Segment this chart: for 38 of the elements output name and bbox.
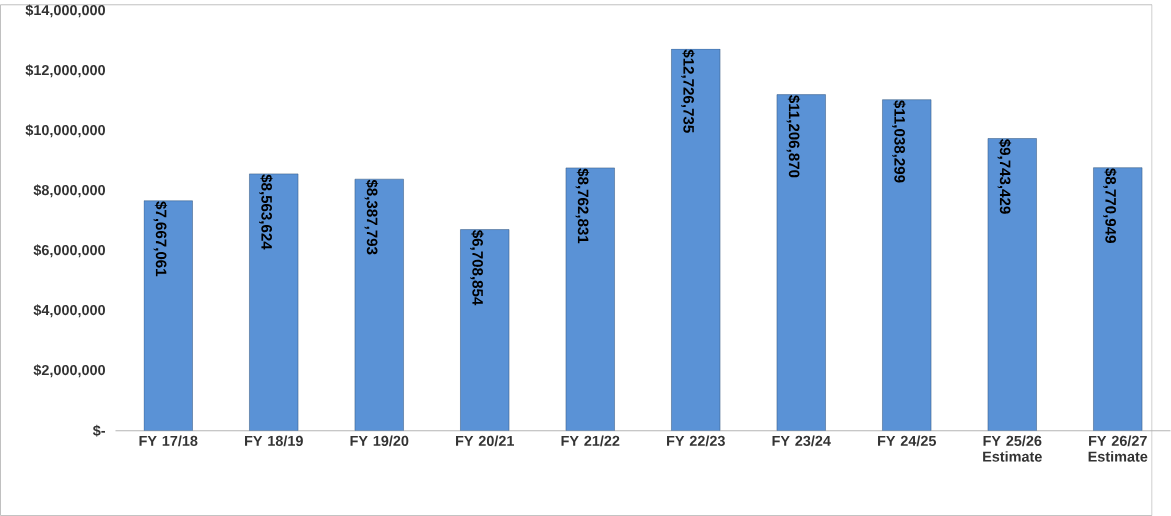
x-tick-label: FY 20/21: [456, 435, 515, 447]
bar: [987, 138, 1037, 431]
y-tick-label: $4,000,000: [33, 304, 105, 318]
y-tick-label: $8,000,000: [33, 184, 105, 198]
y-tick-label: $14,000,000: [25, 4, 105, 18]
x-tick-label: FY 18/19: [245, 435, 303, 447]
y-tick-label: $2,000,000: [33, 364, 105, 378]
bar: [776, 94, 826, 431]
bar: [1093, 167, 1143, 431]
data-label: $6,708,854: [470, 229, 484, 306]
y-tick-label: $6,000,000: [33, 244, 105, 258]
x-tick-label: FY 21/22: [561, 435, 620, 447]
data-label: $11,206,870: [786, 95, 801, 178]
data-label: $11,038,299: [892, 100, 906, 183]
bar: [143, 200, 193, 431]
x-tick-label: FY 24/25: [878, 435, 937, 447]
data-label: $8,387,793: [364, 179, 379, 255]
bar: [354, 178, 404, 431]
x-tick-label: FY 26/27 Estimate: [1088, 435, 1148, 462]
y-tick-label: $10,000,000: [25, 124, 105, 138]
data-label: $12,726,735: [681, 49, 695, 133]
x-tick-label: FY 25/26 Estimate: [983, 435, 1042, 462]
x-tick-label: FY 23/24: [772, 435, 831, 447]
bar: [671, 48, 721, 431]
y-tick-label: $12,000,000: [25, 64, 105, 78]
x-tick-label: FY 19/20: [350, 435, 409, 447]
data-label: $8,762,831: [575, 168, 590, 244]
bar: [249, 173, 299, 431]
x-tick-label: FY 22/23: [667, 435, 725, 447]
data-label: $8,563,624: [259, 174, 273, 250]
bar: [460, 229, 510, 431]
data-label: $7,667,061: [153, 201, 168, 277]
x-tick-label: FY 17/18: [139, 435, 198, 447]
data-label: $8,770,949: [1103, 168, 1117, 243]
data-label: $9,743,429: [997, 138, 1012, 214]
bar: [882, 99, 932, 431]
y-tick-label: $-: [92, 424, 106, 437]
bar: [565, 167, 615, 431]
